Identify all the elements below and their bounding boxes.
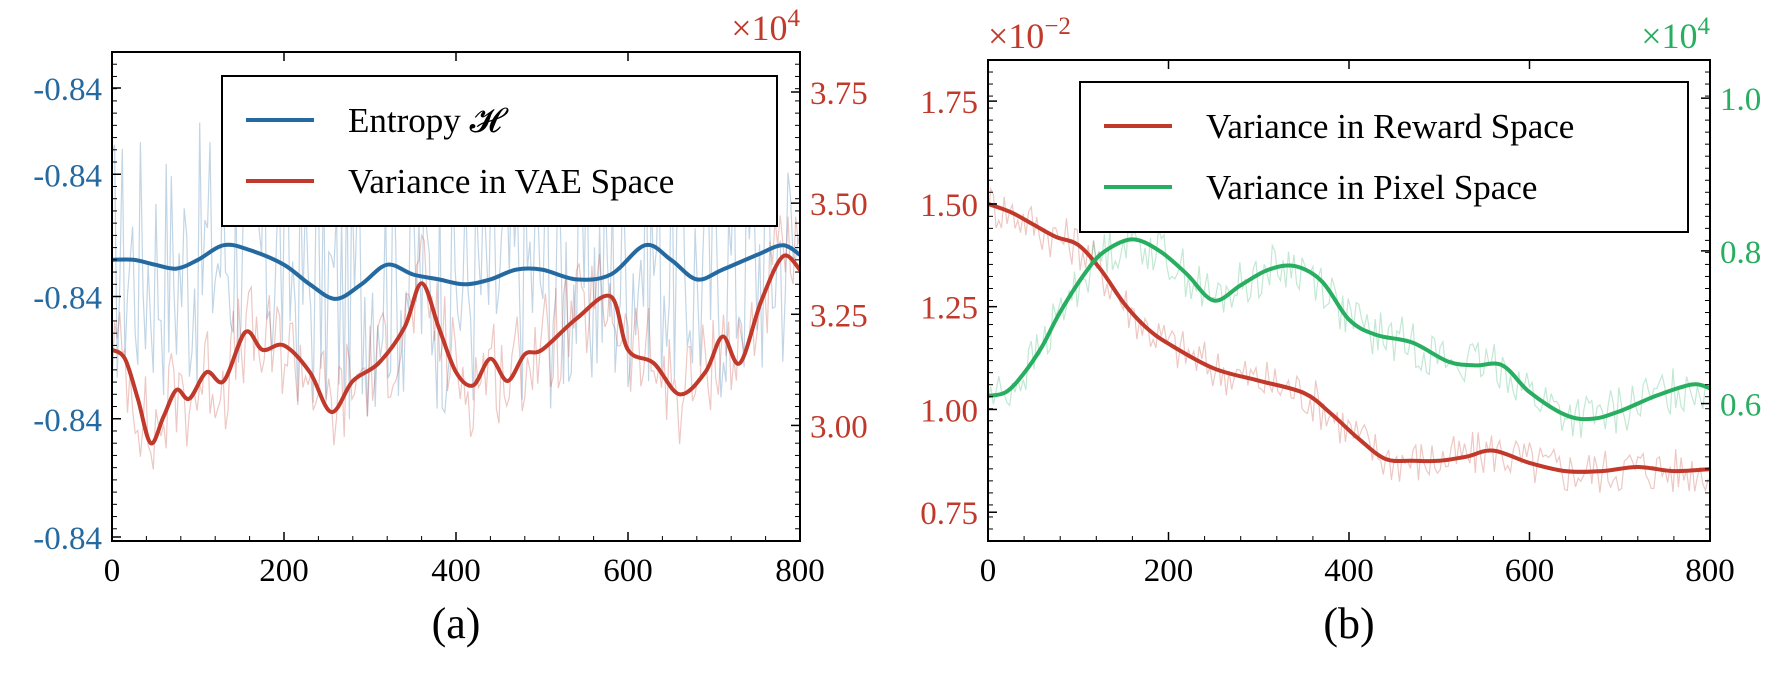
y-right-tick-label: 3.75 xyxy=(810,76,868,112)
x-tick-label: 800 xyxy=(1685,553,1735,589)
series-line-1 xyxy=(110,253,802,446)
legend-box xyxy=(221,75,778,227)
x-tick-label: 600 xyxy=(603,553,653,589)
legend: Entropy 𝓗 Variance in VAE Space xyxy=(221,75,778,227)
y-right-tick-label: 0.6 xyxy=(1720,388,1761,424)
x-tick-label: 200 xyxy=(1144,553,1194,589)
y-left-tick-label: -0.84 xyxy=(33,281,102,317)
y-right-tick-label: 3.50 xyxy=(810,187,868,223)
x-tick-label: 0 xyxy=(104,553,121,589)
x-tick-label: 800 xyxy=(775,553,825,589)
y-left-tick-label: -0.84 xyxy=(33,521,102,557)
y-right-multiplier: ×104 xyxy=(731,5,800,48)
legend-label: Entropy 𝓗 xyxy=(348,101,510,140)
y-right-tick-label: 0.8 xyxy=(1720,235,1761,271)
y-left-tick-label: 1.50 xyxy=(920,188,978,224)
raw-trace-0 xyxy=(987,186,1709,493)
chart-b: 0 200 400 600 800 0.75 1.00 1.25 1.50 1.75 0.6 0.8 1… xyxy=(920,13,1761,648)
y-left-tick-label: 1.25 xyxy=(920,291,978,327)
chart-caption: (b) xyxy=(1323,599,1374,648)
y-left-tick-label: 1.75 xyxy=(920,85,978,121)
legend-label: Variance in Pixel Space xyxy=(1206,168,1537,207)
x-tick-label: 400 xyxy=(431,553,481,589)
raw-trace-1 xyxy=(111,215,799,470)
raw-trace-1 xyxy=(987,218,1709,438)
series-line-1 xyxy=(987,237,1711,422)
y-right-tick-label: 1.0 xyxy=(1720,82,1761,118)
chart-a: 0 200 400 600 800 -0.84 -0.84 -0.84 -0.84 -0.84 3.… xyxy=(33,5,868,648)
y-right-multiplier: ×104 xyxy=(1641,13,1710,56)
x-tick-label: 400 xyxy=(1324,553,1374,589)
raw-trace-0 xyxy=(111,114,799,420)
x-tick-label: 0 xyxy=(980,553,997,589)
y-left-multiplier: ×10−2 xyxy=(988,13,1071,56)
y-left-tick-label: 0.75 xyxy=(920,496,978,532)
y-left-tick-label: -0.84 xyxy=(33,158,102,194)
legend: Variance in Reward Space Variance in Pixe… xyxy=(1079,81,1689,233)
x-tick-label: 200 xyxy=(259,553,309,589)
legend-box xyxy=(1079,81,1689,233)
x-tick-label: 600 xyxy=(1505,553,1555,589)
y-left-tick-label: -0.84 xyxy=(33,72,102,108)
series-line-0 xyxy=(987,202,1711,474)
y-left-tick-label: -0.84 xyxy=(33,403,102,439)
series-line-0 xyxy=(111,242,802,301)
chart-caption: (a) xyxy=(432,599,481,648)
legend-label: Variance in VAE Space xyxy=(348,162,674,201)
legend-label: Variance in Reward Space xyxy=(1206,107,1574,146)
y-left-tick-label: 1.00 xyxy=(920,393,978,429)
y-right-tick-label: 3.00 xyxy=(810,409,868,445)
y-right-tick-label: 3.25 xyxy=(810,298,868,334)
